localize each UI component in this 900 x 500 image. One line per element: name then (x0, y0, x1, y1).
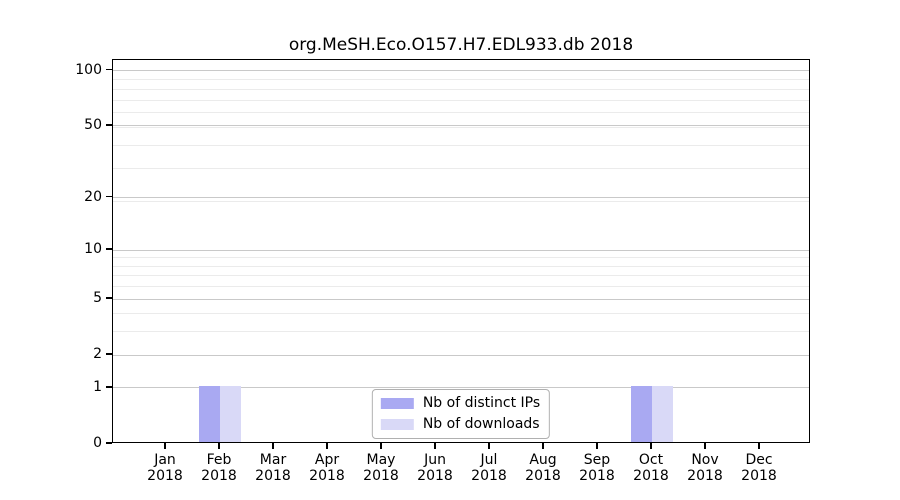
gridline-minor (113, 331, 809, 333)
plot-area: Nb of distinct IPs Nb of downloads (112, 59, 810, 443)
gridline-major (113, 197, 809, 199)
x-tick-month: Dec (745, 452, 773, 468)
gridline-minor (113, 79, 809, 81)
x-tick (488, 443, 490, 449)
x-tick (218, 443, 220, 449)
x-tick-year: 2018 (309, 468, 345, 484)
grid-layer (113, 60, 809, 442)
gridline-minor (113, 168, 809, 170)
gridline-minor (113, 88, 809, 90)
x-tick-year: 2018 (687, 468, 723, 484)
bar-oct-downloads (652, 385, 673, 442)
gridline-major (113, 387, 809, 389)
y-tick-label: 100 (75, 61, 102, 78)
gridline-major (113, 249, 809, 251)
y-tick-label: 5 (93, 290, 102, 307)
y-tick-label: 0 (93, 435, 102, 451)
x-tick (596, 443, 598, 449)
legend-label-downloads: Nb of downloads (422, 416, 540, 432)
bar-feb-downloads (220, 385, 241, 442)
gridline-minor (113, 99, 809, 101)
x-tick-month: May (366, 452, 396, 468)
bar-layer (113, 60, 809, 442)
gridline-minor (113, 313, 809, 315)
bar-feb-distinct-ips (199, 385, 220, 442)
gridline-major (113, 354, 809, 356)
x-tick-label: Nov 2018 (675, 452, 735, 484)
legend-entry-distinct-ips: Nb of distinct IPs (380, 395, 541, 412)
gridline-minor (113, 201, 809, 203)
gridline-major (113, 70, 809, 72)
bar-oct-distinct-ips (631, 385, 652, 442)
legend-swatch-downloads-icon (380, 419, 414, 430)
x-tick-year: 2018 (147, 468, 183, 484)
y-tick-label: 20 (84, 188, 102, 205)
x-tick-label: Mar 2018 (243, 452, 303, 484)
x-tick-label: Jun 2018 (405, 452, 465, 484)
gridline-minor (113, 265, 809, 267)
x-tick-year: 2018 (525, 468, 561, 484)
x-tick-year: 2018 (255, 468, 291, 484)
x-tick-label: Jan 2018 (135, 452, 195, 484)
gridline-minor (113, 145, 809, 147)
legend-entry-downloads: Nb of downloads (380, 416, 540, 433)
x-tick-label: Oct 2018 (621, 452, 681, 484)
x-tick-label: Jul 2018 (459, 452, 519, 484)
legend: Nb of distinct IPs Nb of downloads (371, 389, 551, 439)
x-tick (704, 443, 706, 449)
chart-title: org.MeSH.Eco.O157.H7.EDL933.db 2018 (288, 35, 634, 55)
x-tick (272, 443, 274, 449)
x-tick-label: Feb 2018 (189, 452, 249, 484)
gridline-minor (113, 275, 809, 277)
x-tick-label: Aug 2018 (513, 452, 573, 484)
y-tick-label: 1 (93, 378, 102, 395)
gridline-minor (113, 112, 809, 114)
gridline-minor (113, 257, 809, 259)
x-tick-year: 2018 (471, 468, 507, 484)
y-tick-label: 50 (84, 116, 102, 133)
x-tick (326, 443, 328, 449)
gridline-minor (113, 286, 809, 288)
x-tick-year: 2018 (201, 468, 237, 484)
x-tick-year: 2018 (417, 468, 453, 484)
x-tick-year: 2018 (633, 468, 669, 484)
y-tick-label: 2 (93, 346, 102, 363)
x-tick-month: Nov (691, 452, 719, 468)
x-tick-month: Mar (259, 452, 287, 468)
x-tick-label: Apr 2018 (297, 452, 357, 484)
x-tick-label: Dec 2018 (729, 452, 789, 484)
legend-swatch-distinct-ips-icon (380, 398, 414, 409)
x-tick-label: May 2018 (351, 452, 411, 484)
x-tick (650, 443, 652, 449)
x-tick-month: Jan (154, 452, 176, 468)
x-tick-year: 2018 (579, 468, 615, 484)
x-tick-month: Aug (529, 452, 557, 468)
x-tick (758, 443, 760, 449)
x-tick-month: Jul (480, 452, 498, 468)
x-tick-year: 2018 (741, 468, 777, 484)
x-tick-month: Oct (638, 452, 664, 468)
x-tick (542, 443, 544, 449)
x-tick-year: 2018 (363, 468, 399, 484)
gridline-minor (113, 127, 809, 129)
x-tick-month: Sep (583, 452, 611, 468)
x-tick (434, 443, 436, 449)
x-tick-month: Feb (206, 452, 232, 468)
x-tick (380, 443, 382, 449)
gridline-major (113, 298, 809, 300)
x-tick-month: Jun (424, 452, 446, 468)
x-tick-label: Sep 2018 (567, 452, 627, 484)
legend-label-distinct-ips: Nb of distinct IPs (422, 395, 541, 411)
y-tick-label: 10 (84, 241, 102, 257)
x-tick-month: Apr (314, 452, 340, 468)
x-tick (164, 443, 166, 449)
gridline-major (113, 125, 809, 127)
